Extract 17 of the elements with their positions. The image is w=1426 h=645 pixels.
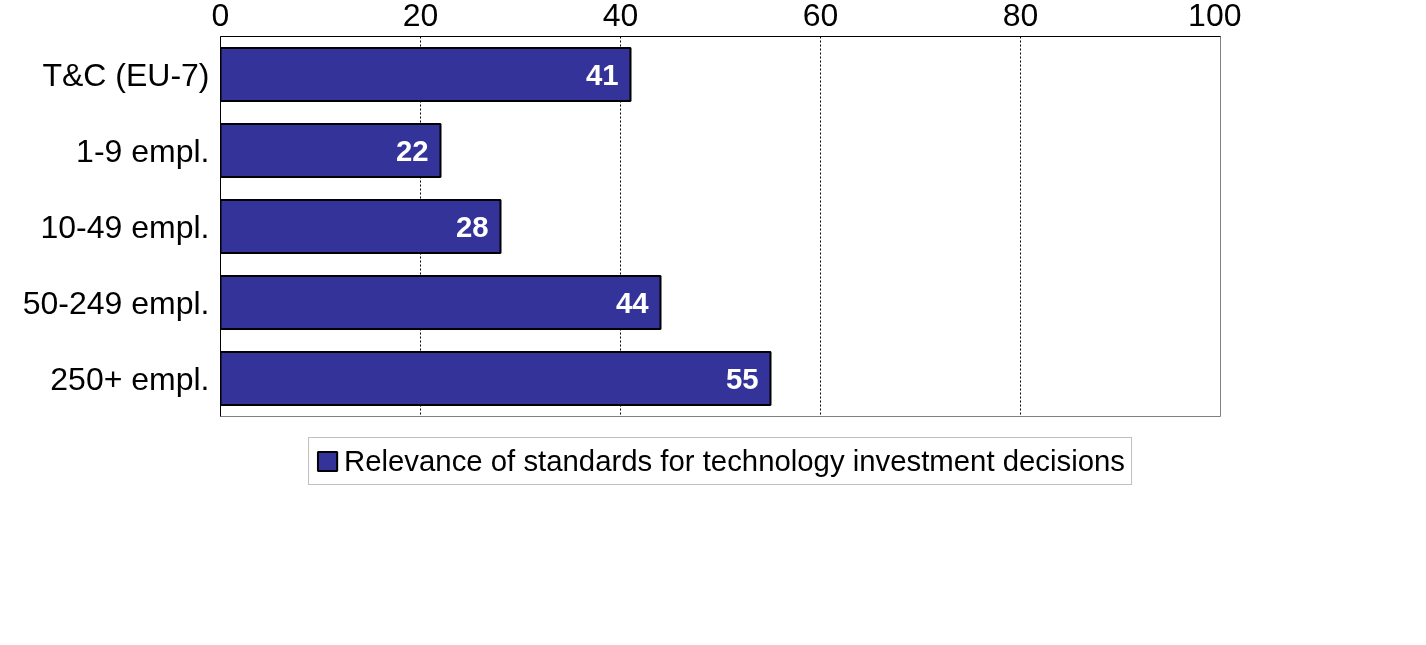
y-tick-label: 1-9 empl. xyxy=(76,132,210,169)
y-tick-label: 10-49 empl. xyxy=(40,208,210,245)
data-label: 44 xyxy=(615,285,650,319)
x-tick-label: 20 xyxy=(402,0,439,33)
x-tick-label: 60 xyxy=(802,0,839,33)
data-label: 41 xyxy=(585,57,619,91)
data-label: 55 xyxy=(725,361,759,395)
y-tick-label: T&C (EU-7) xyxy=(42,56,210,93)
y-tick-label: 250+ empl. xyxy=(50,360,210,397)
data-label: 28 xyxy=(455,209,489,243)
x-tick-label: 80 xyxy=(1002,0,1039,33)
x-tick-label: 40 xyxy=(602,0,639,33)
x-tick-label: 100 xyxy=(1188,0,1242,33)
x-tick-label: 0 xyxy=(211,0,230,33)
data-label: 22 xyxy=(395,133,429,167)
legend-label: Relevance of standards for technology investment decisions xyxy=(344,444,1125,478)
y-tick-label: 50-249 empl. xyxy=(22,284,210,321)
